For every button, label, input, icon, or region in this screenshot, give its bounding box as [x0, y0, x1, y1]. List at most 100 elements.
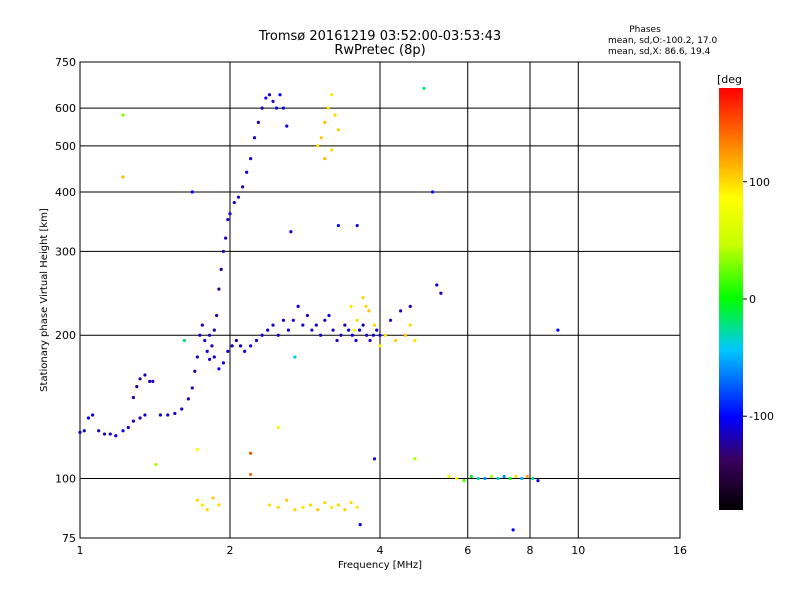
- grid-layer: [80, 62, 680, 538]
- y-tick-label: 300: [55, 245, 76, 258]
- data-point: [476, 476, 480, 481]
- data-point: [502, 474, 506, 479]
- data-point: [490, 474, 494, 479]
- chart-title-line1: Tromsø 20161219 03:52:00-03:53:43: [258, 29, 501, 44]
- data-point: [271, 323, 275, 327]
- data-point: [383, 333, 387, 337]
- data-point: [217, 367, 221, 371]
- data-point: [252, 136, 257, 140]
- data-point: [138, 377, 142, 381]
- y-tick-label: 750: [55, 56, 76, 69]
- data-point: [455, 476, 459, 481]
- data-point: [330, 505, 334, 509]
- data-point: [408, 323, 412, 327]
- y-tick-label: 75: [62, 532, 76, 545]
- data-point: [301, 505, 305, 509]
- data-point: [364, 304, 368, 308]
- data-point: [326, 106, 330, 110]
- data-point: [210, 344, 214, 348]
- data-point: [205, 349, 209, 353]
- data-point: [336, 128, 340, 132]
- data-point: [508, 476, 512, 481]
- stats-line-o: mean, sd,O:-100.2, 17.0: [608, 36, 718, 46]
- data-point: [203, 338, 207, 343]
- data-point: [256, 120, 260, 124]
- data-point: [186, 397, 190, 401]
- data-point: [241, 185, 245, 189]
- x-tick-label: 1: [77, 544, 84, 557]
- data-point: [336, 223, 340, 228]
- data-point: [531, 476, 535, 481]
- data-point: [349, 304, 353, 308]
- data-point: [514, 474, 518, 479]
- data-point: [469, 474, 473, 479]
- data-point: [274, 106, 279, 110]
- data-point: [278, 93, 282, 97]
- data-point: [367, 309, 371, 313]
- colorbar-tick-label: 0: [749, 293, 756, 306]
- data-point: [319, 136, 323, 140]
- data-point: [358, 523, 362, 527]
- data-point: [249, 451, 253, 455]
- data-point: [232, 200, 236, 205]
- data-point: [221, 361, 226, 365]
- data-point: [285, 498, 289, 502]
- data-point: [249, 157, 253, 161]
- data-point: [496, 476, 500, 481]
- data-point: [525, 474, 529, 479]
- data-point: [316, 144, 320, 148]
- data-point: [121, 429, 125, 433]
- data-point: [264, 96, 268, 100]
- data-point: [323, 501, 327, 505]
- data-point: [249, 472, 253, 477]
- data-point: [131, 395, 136, 400]
- data-point: [190, 386, 194, 390]
- data-point: [245, 170, 249, 174]
- y-tick-label: 400: [55, 186, 76, 199]
- data-point: [207, 357, 212, 361]
- data-point: [207, 333, 212, 337]
- data-point: [86, 416, 91, 420]
- data-point: [361, 323, 365, 327]
- data-point: [357, 328, 362, 332]
- x-tick-label: 2: [227, 544, 234, 557]
- data-point: [102, 432, 107, 436]
- data-point: [217, 287, 221, 291]
- data-point: [166, 413, 170, 417]
- data-point: [316, 508, 320, 512]
- data-point: [447, 474, 451, 479]
- data-point: [352, 328, 356, 332]
- data-point: [462, 479, 466, 483]
- data-point: [308, 503, 313, 507]
- y-tick-label: 100: [55, 473, 76, 486]
- data-point: [260, 106, 264, 110]
- data-point: [430, 190, 435, 194]
- data-point: [331, 328, 335, 332]
- data-point: [154, 462, 158, 467]
- data-point: [314, 323, 318, 327]
- data-point: [158, 413, 163, 417]
- data-point: [285, 124, 289, 128]
- data-point: [378, 344, 382, 348]
- x-tick-label: 4: [377, 544, 384, 557]
- data-point: [91, 413, 95, 417]
- data-point: [276, 505, 280, 509]
- data-point: [143, 373, 147, 377]
- data-point: [319, 333, 323, 337]
- x-tick-label: 10: [571, 544, 585, 557]
- data-point: [224, 236, 228, 240]
- data-point: [343, 508, 347, 512]
- data-point: [394, 338, 398, 343]
- data-point: [413, 457, 417, 461]
- x-tick-label: 6: [464, 544, 471, 557]
- data-point: [281, 318, 286, 322]
- data-point: [343, 323, 347, 327]
- data-point: [226, 217, 230, 222]
- data-point: [403, 333, 408, 337]
- data-point: [281, 106, 286, 110]
- data-point: [217, 503, 221, 507]
- y-tick-label: 500: [55, 140, 76, 153]
- data-point: [286, 328, 291, 332]
- data-point: [330, 93, 334, 97]
